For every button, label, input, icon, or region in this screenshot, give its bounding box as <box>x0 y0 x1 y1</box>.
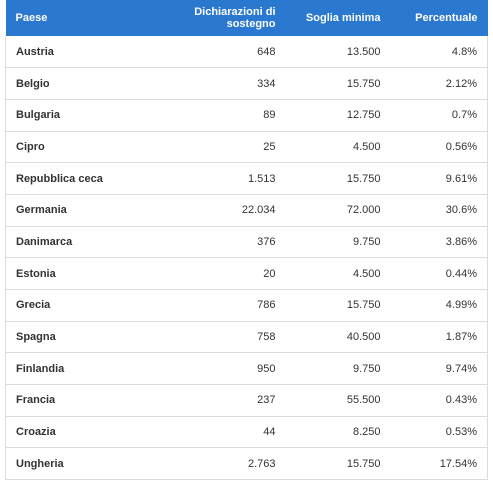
value-cell: 0.7% <box>390 99 488 132</box>
table-row: Bulgaria 89 12.750 0.7% <box>5 99 488 132</box>
value-cell: 2.763 <box>170 447 286 480</box>
value-cell: 0.44% <box>390 257 488 290</box>
value-cell: 9.61% <box>390 162 488 195</box>
table-row: Ungheria 2.763 15.750 17.54% <box>5 447 488 480</box>
value-cell: 4.500 <box>285 257 391 290</box>
country-cell: Finlandia <box>5 352 171 386</box>
value-cell: 22.034 <box>170 194 286 227</box>
value-cell: 9.750 <box>285 352 391 386</box>
value-cell: 13.500 <box>285 36 391 69</box>
value-cell: 15.750 <box>285 289 391 322</box>
value-cell: 4.500 <box>285 131 391 164</box>
table-row: Grecia 786 15.750 4.99% <box>5 289 488 322</box>
value-cell: 55.500 <box>285 384 391 417</box>
table-row: Belgio 334 15.750 2.12% <box>5 67 488 100</box>
value-cell: 72.000 <box>285 194 391 227</box>
country-cell: Repubblica ceca <box>5 162 171 195</box>
header-cell: Percentuale <box>390 0 488 36</box>
value-cell: 376 <box>170 226 286 259</box>
table-row: Croazia 44 8.250 0.53% <box>5 416 488 449</box>
country-cell: Cipro <box>5 131 171 164</box>
country-cell: Ungheria <box>5 447 171 480</box>
value-cell: 15.750 <box>285 67 391 100</box>
value-cell: 9.74% <box>390 352 488 386</box>
country-cell: Grecia <box>5 289 171 322</box>
table-row: Finlandia 950 9.750 9.74% <box>5 352 488 386</box>
country-cell: Estonia <box>5 257 171 290</box>
value-cell: 89 <box>170 99 286 132</box>
header-row: Paese Dichiarazioni di sostegno Soglia min… <box>5 0 488 36</box>
header-cell: Dichiarazioni di sostegno <box>170 0 286 36</box>
country-cell: Austria <box>5 36 171 69</box>
value-cell: 0.56% <box>390 131 488 164</box>
value-cell: 44 <box>170 416 286 449</box>
value-cell: 0.43% <box>390 384 488 417</box>
table-row: Spagna 758 40.500 1.87% <box>5 321 488 354</box>
data-table: Paese Dichiarazioni di sostegno Soglia min… <box>5 0 488 480</box>
table-row: Germania 22.034 72.000 30.6% <box>5 194 488 227</box>
table-row: Austria 648 13.500 4.8% <box>5 36 488 69</box>
value-cell: 334 <box>170 67 286 100</box>
value-cell: 9.750 <box>285 226 391 259</box>
value-cell: 15.750 <box>285 447 391 480</box>
table-row: Francia 237 55.500 0.43% <box>5 384 488 417</box>
table-row: Danimarca 376 9.750 3.86% <box>5 226 488 259</box>
value-cell: 40.500 <box>285 321 391 354</box>
value-cell: 17.54% <box>390 447 488 480</box>
header-cell: Soglia minima <box>285 0 391 36</box>
value-cell: 30.6% <box>390 194 488 227</box>
value-cell: 4.99% <box>390 289 488 322</box>
value-cell: 8.250 <box>285 416 391 449</box>
country-cell: Francia <box>5 384 171 417</box>
value-cell: 237 <box>170 384 286 417</box>
value-cell: 2.12% <box>390 67 488 100</box>
value-cell: 950 <box>170 352 286 386</box>
value-cell: 3.86% <box>390 226 488 259</box>
value-cell: 25 <box>170 131 286 164</box>
header-cell: Paese <box>5 0 171 36</box>
value-cell: 648 <box>170 36 286 69</box>
value-cell: 758 <box>170 321 286 354</box>
value-cell: 20 <box>170 257 286 290</box>
value-cell: 786 <box>170 289 286 322</box>
value-cell: 15.750 <box>285 162 391 195</box>
country-cell: Bulgaria <box>5 99 171 132</box>
country-cell: Spagna <box>5 321 171 354</box>
country-cell: Germania <box>5 194 171 227</box>
value-cell: 12.750 <box>285 99 391 132</box>
table-row: Estonia 20 4.500 0.44% <box>5 257 488 290</box>
value-cell: 1.87% <box>390 321 488 354</box>
country-cell: Belgio <box>5 67 171 100</box>
value-cell: 0.53% <box>390 416 488 449</box>
table-row: Cipro 25 4.500 0.56% <box>5 131 488 164</box>
value-cell: 4.8% <box>390 36 488 69</box>
country-cell: Croazia <box>5 416 171 449</box>
table-row: Repubblica ceca 1.513 15.750 9.61% <box>5 162 488 195</box>
country-cell: Danimarca <box>5 226 171 259</box>
value-cell: 1.513 <box>170 162 286 195</box>
table-body: Austria 648 13.500 4.8% Belgio 334 15.750 2.12%… <box>5 36 488 480</box>
